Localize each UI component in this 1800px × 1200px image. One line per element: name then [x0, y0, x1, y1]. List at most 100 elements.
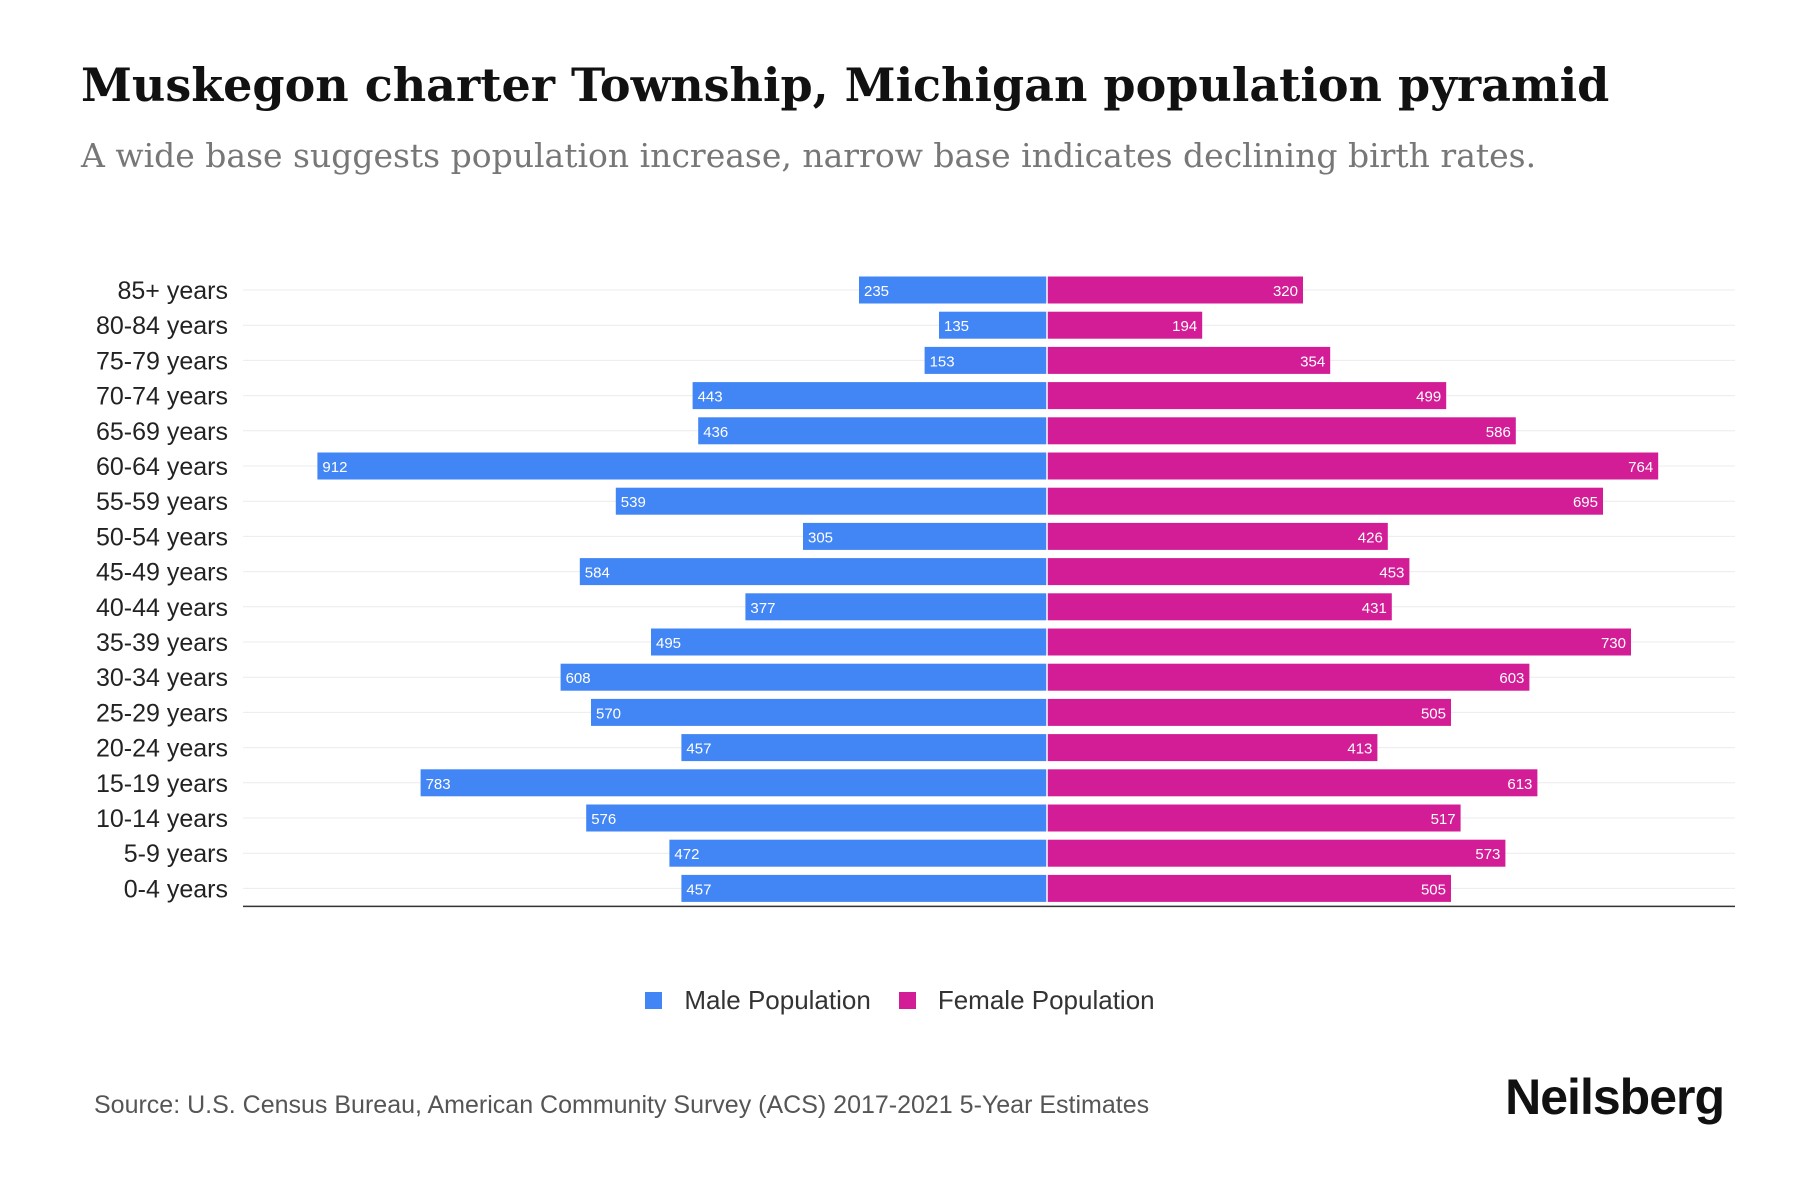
legend-swatch-male — [645, 992, 663, 1009]
category-label: 60-64 years — [96, 453, 228, 481]
female-value-label: 613 — [1507, 776, 1532, 793]
female-bar — [1047, 804, 1461, 832]
category-label: 55-59 years — [96, 488, 228, 516]
female-bar — [1047, 593, 1392, 621]
female-bar — [1047, 452, 1659, 480]
male-bar — [317, 452, 1047, 480]
category-label: 50-54 years — [96, 523, 228, 551]
category-label: 30-34 years — [96, 664, 228, 692]
female-value-label: 517 — [1431, 811, 1456, 828]
category-label: 80-84 years — [96, 312, 228, 340]
female-bar — [1047, 346, 1331, 374]
category-label: 20-24 years — [96, 735, 228, 763]
male-value-label: 443 — [698, 389, 723, 406]
female-value-label: 573 — [1475, 846, 1500, 863]
category-label: 75-79 years — [96, 347, 228, 375]
chart-legend: Male Population Female Population — [0, 985, 1800, 1016]
male-value-label: 912 — [322, 459, 347, 476]
category-label: 70-74 years — [96, 383, 228, 411]
male-bar — [615, 487, 1047, 515]
male-bar — [669, 839, 1047, 867]
female-value-label: 586 — [1486, 424, 1511, 441]
category-label: 45-49 years — [96, 559, 228, 587]
male-bar — [939, 311, 1047, 339]
source-note: Source: U.S. Census Bureau, American Com… — [94, 1091, 1150, 1119]
category-label: 5-9 years — [124, 840, 228, 868]
female-value-label: 764 — [1628, 459, 1653, 476]
female-bar — [1047, 558, 1410, 586]
male-bar — [420, 769, 1048, 797]
male-bar — [579, 558, 1047, 586]
male-value-label: 436 — [703, 424, 728, 441]
female-value-label: 499 — [1416, 389, 1441, 406]
male-bar — [586, 804, 1047, 832]
male-value-label: 539 — [621, 494, 646, 511]
male-value-label: 495 — [656, 635, 681, 652]
female-bar — [1047, 839, 1506, 867]
male-bar — [698, 417, 1047, 445]
legend-label-female: Female Population — [937, 985, 1155, 1015]
legend-swatch-female — [898, 992, 916, 1009]
female-value-label: 695 — [1573, 494, 1598, 511]
female-value-label: 413 — [1347, 741, 1372, 758]
category-label: 65-69 years — [96, 418, 228, 446]
legend-item-male: Male Population — [645, 985, 871, 1016]
category-label: 25-29 years — [96, 699, 228, 727]
female-bar — [1047, 276, 1303, 304]
category-label: 85+ years — [118, 277, 229, 305]
female-value-label: 730 — [1601, 635, 1626, 652]
female-value-label: 354 — [1300, 353, 1325, 370]
brand-logo: Neilsberg — [1505, 1069, 1725, 1125]
female-bar — [1047, 628, 1631, 656]
female-value-label: 505 — [1421, 705, 1446, 722]
male-bar — [681, 874, 1047, 902]
male-value-label: 472 — [674, 846, 699, 863]
female-bar — [1047, 698, 1451, 726]
male-value-label: 584 — [585, 565, 610, 582]
male-value-label: 305 — [808, 529, 833, 546]
male-value-label: 457 — [686, 741, 711, 758]
male-value-label: 457 — [686, 881, 711, 898]
female-value-label: 453 — [1379, 565, 1404, 582]
category-label: 35-39 years — [96, 629, 228, 657]
male-bar — [924, 346, 1047, 374]
female-bar — [1047, 663, 1530, 691]
female-value-label: 431 — [1362, 600, 1387, 617]
male-value-label: 576 — [591, 811, 616, 828]
female-bar — [1047, 382, 1447, 410]
female-value-label: 603 — [1499, 670, 1524, 687]
category-label: 10-14 years — [96, 805, 228, 833]
chart-title: Muskegon charter Township, Michigan popu… — [81, 58, 1610, 112]
male-value-label: 783 — [426, 776, 451, 793]
male-value-label: 235 — [864, 283, 889, 300]
male-bar — [560, 663, 1047, 691]
female-bar — [1047, 487, 1603, 515]
female-value-label: 194 — [1172, 318, 1197, 335]
female-value-label: 426 — [1358, 529, 1383, 546]
female-bar — [1047, 311, 1203, 339]
male-value-label: 570 — [596, 705, 621, 722]
male-value-label: 153 — [930, 353, 955, 370]
male-value-label: 377 — [750, 600, 775, 617]
legend-label-male: Male Population — [684, 985, 871, 1015]
male-value-label: 135 — [944, 318, 969, 335]
female-bar — [1047, 769, 1538, 797]
category-label: 15-19 years — [96, 770, 228, 798]
male-bar — [681, 734, 1047, 762]
female-bar — [1047, 874, 1451, 902]
male-bar — [591, 698, 1047, 726]
category-label: 40-44 years — [96, 594, 228, 622]
female-value-label: 505 — [1421, 881, 1446, 898]
male-bar — [745, 593, 1047, 621]
population-pyramid-chart: 85+ years 235 320 80-84 years 135 194 75-79 ye… — [96, 276, 1735, 908]
category-label: 0-4 years — [124, 875, 228, 903]
male-bar — [859, 276, 1047, 304]
male-value-label: 608 — [566, 670, 591, 687]
female-bar — [1047, 734, 1378, 762]
female-bar — [1047, 417, 1516, 445]
legend-item-female: Female Population — [898, 985, 1155, 1016]
female-bar — [1047, 522, 1388, 550]
female-value-label: 320 — [1273, 283, 1298, 300]
chart-subtitle: A wide base suggests population increase… — [81, 136, 1537, 175]
male-bar — [692, 382, 1047, 410]
